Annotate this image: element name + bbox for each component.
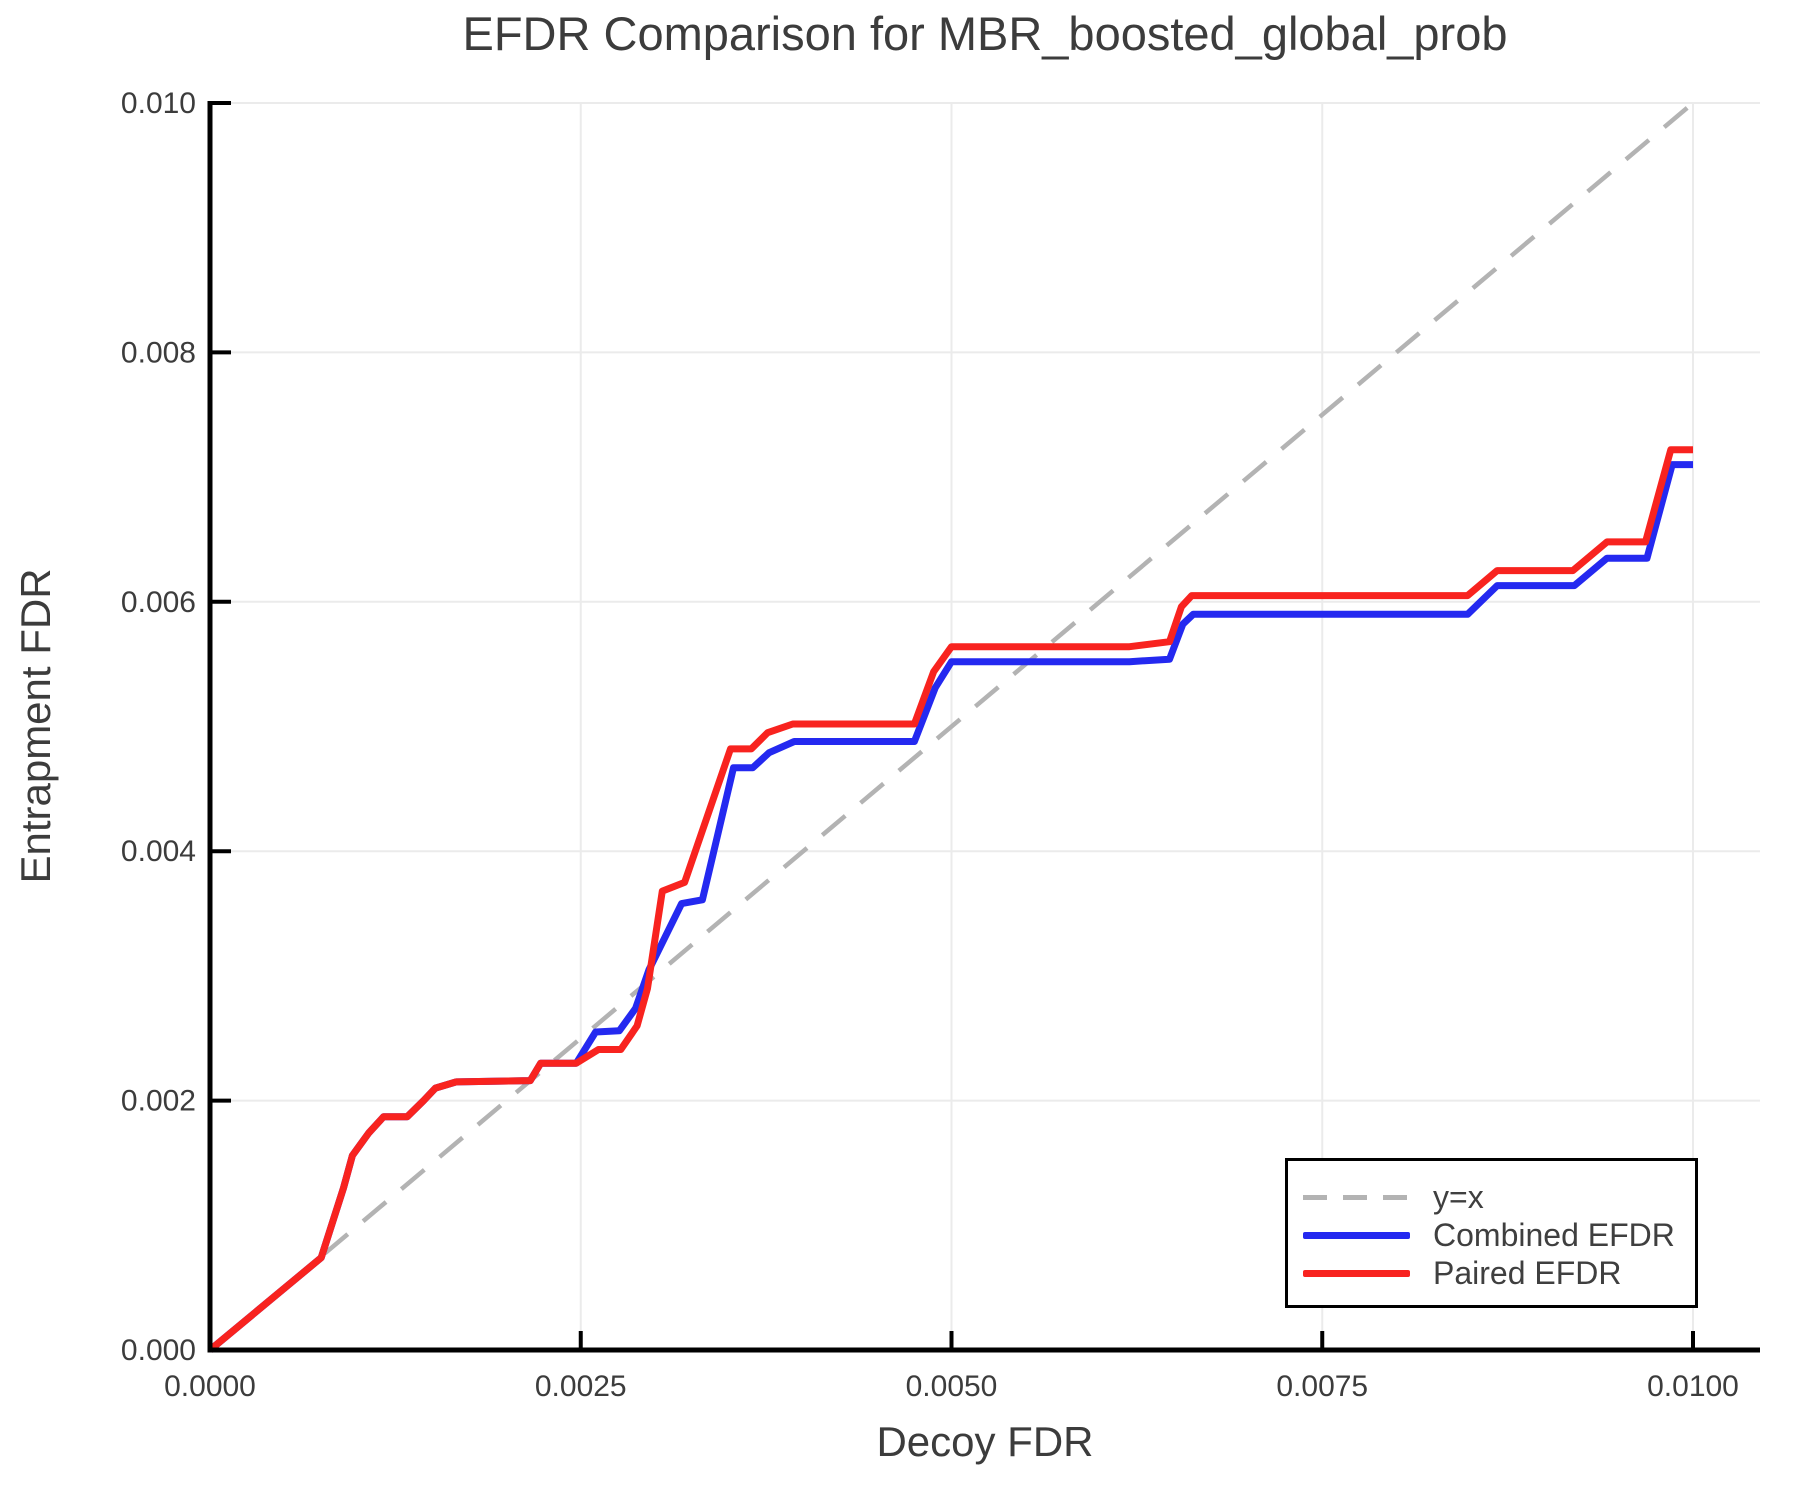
x-tick-label: 0.0000 [164, 1370, 256, 1403]
x-axis-label: Decoy FDR [876, 1418, 1094, 1465]
x-tick-label: 0.0050 [906, 1370, 998, 1403]
x-tick-label: 0.0025 [535, 1370, 627, 1403]
legend-label: Paired EFDR [1433, 1254, 1622, 1291]
x-tick-label: 0.0075 [1276, 1370, 1368, 1403]
legend-line-sample [1303, 1231, 1410, 1239]
y-tick-label: 0.006 [121, 586, 196, 619]
legend-entry: Combined EFDR [1303, 1216, 1695, 1254]
y-tick-label: 0.000 [121, 1334, 196, 1367]
legend-line-sample [1303, 1269, 1410, 1277]
y-axis-label: Entrapment FDR [12, 568, 59, 884]
y-tick-label: 0.010 [121, 87, 196, 120]
x-tick-label: 0.0100 [1647, 1370, 1739, 1403]
legend: y=x Combined EFDR Paired EFDR [1285, 1158, 1698, 1308]
legend-label: Combined EFDR [1433, 1216, 1675, 1253]
legend-dashed-line-sample [1303, 1194, 1410, 1200]
series-line-y-x [208, 101, 1695, 1352]
y-tick-label: 0.008 [121, 336, 196, 369]
legend-entry: y=x [1303, 1178, 1695, 1216]
y-tick-label: 0.004 [121, 835, 196, 868]
legend-entry: Paired EFDR [1303, 1254, 1695, 1292]
legend-label: y=x [1433, 1178, 1484, 1215]
series-line-paired-efdr [207, 446, 1693, 1353]
y-tick-label: 0.002 [121, 1085, 196, 1118]
chart-title: EFDR Comparison for MBR_boosted_global_p… [462, 7, 1508, 60]
